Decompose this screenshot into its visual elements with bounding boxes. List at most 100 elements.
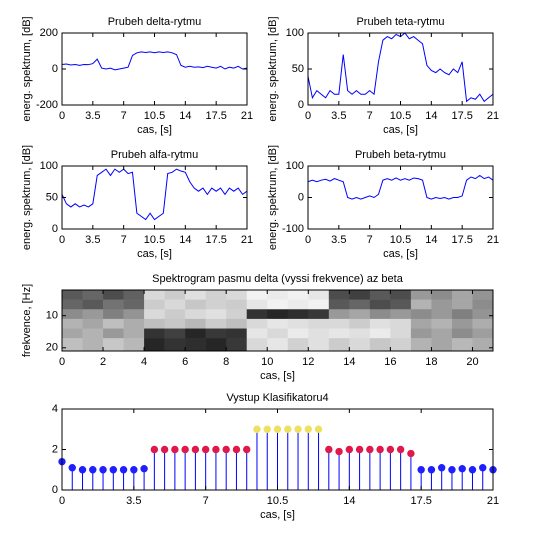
stem-point bbox=[437, 464, 446, 490]
heatmap-cell bbox=[226, 309, 248, 320]
stem-point bbox=[263, 425, 271, 490]
heatmap-cell bbox=[349, 299, 371, 310]
stem-marker bbox=[304, 425, 312, 433]
heatmap-cell bbox=[287, 290, 309, 300]
stem-marker bbox=[191, 445, 200, 454]
y-tick-label: 2 bbox=[52, 443, 58, 455]
heatmap-cell bbox=[144, 328, 165, 339]
x-tick-label: 3.5 bbox=[126, 495, 141, 507]
stem-point bbox=[160, 445, 169, 490]
heatmap-cell bbox=[246, 309, 268, 320]
heatmap-cell bbox=[267, 318, 289, 329]
heatmap-cell bbox=[185, 290, 206, 300]
heatmap-cell bbox=[472, 290, 494, 300]
heatmap-cell bbox=[62, 338, 83, 352]
heatmap-cell bbox=[82, 328, 104, 339]
heatmap-cell bbox=[103, 338, 124, 352]
stem-point bbox=[273, 425, 282, 490]
x-tick-label: 0 bbox=[305, 234, 311, 246]
y-axis-label: energ. spektrum, [dB] bbox=[267, 16, 279, 121]
stem-point bbox=[448, 466, 456, 490]
heatmap-cell bbox=[308, 328, 330, 339]
stem-marker bbox=[89, 466, 97, 474]
x-tick-label: 10.5 bbox=[390, 234, 411, 246]
heatmap-cell bbox=[226, 338, 248, 352]
stem-point bbox=[119, 466, 128, 490]
stem-marker bbox=[294, 425, 302, 433]
heatmap-cell bbox=[144, 299, 165, 310]
stem-marker bbox=[468, 466, 477, 474]
heatmap-cell bbox=[390, 328, 412, 339]
stem-marker bbox=[284, 425, 292, 433]
data-line bbox=[61, 168, 248, 221]
heatmap-cell bbox=[431, 290, 453, 300]
stem-point bbox=[396, 445, 405, 490]
heatmap-cell bbox=[267, 338, 289, 352]
axes: 0 3.5 7 10.5 14 17.5 21 0 50 100 Prubeh teta-rytmu… bbox=[267, 16, 499, 136]
y-tick-label: 100 bbox=[286, 160, 304, 172]
stem-point bbox=[68, 464, 76, 490]
x-tick-label: 21 bbox=[487, 495, 499, 507]
heatmap-cell bbox=[82, 299, 104, 310]
y-tick-label: 100 bbox=[286, 27, 304, 39]
x-tick-label: 0 bbox=[59, 495, 65, 507]
heatmap-cell bbox=[246, 328, 268, 339]
x-tick-label: 18 bbox=[425, 356, 437, 368]
heatmap-cell bbox=[328, 328, 350, 339]
stem-marker bbox=[458, 465, 466, 473]
chart-title: Prubeh beta-rytmu bbox=[355, 149, 446, 161]
x-tick-label: 17.5 bbox=[410, 495, 431, 507]
y-axis-label: energ. spektrum, [dB] bbox=[21, 16, 33, 121]
stem-marker bbox=[355, 445, 364, 454]
x-tick-label: 16 bbox=[384, 356, 396, 368]
chart-title: Vystup Klasifikatoru4 bbox=[226, 392, 328, 404]
x-tick-label: 7 bbox=[367, 234, 373, 246]
stem-marker bbox=[253, 425, 261, 433]
heatmap-cell bbox=[451, 318, 473, 329]
stem-point bbox=[458, 465, 466, 490]
x-tick-label: 4 bbox=[141, 356, 147, 368]
heatmap-cell bbox=[349, 290, 371, 300]
heatmap-cell bbox=[390, 290, 412, 300]
x-tick-label: 21 bbox=[241, 234, 253, 246]
stem-marker bbox=[201, 445, 210, 454]
heatmap-cell bbox=[431, 318, 453, 329]
x-tick-label: 0 bbox=[305, 110, 311, 122]
stem-marker bbox=[437, 464, 446, 472]
x-axis-label: cas, [s] bbox=[383, 124, 418, 136]
axes: 0 3.5 7 10.5 14 17.5 21 0 50 100 Prubeh alfa-rytmu… bbox=[21, 145, 253, 260]
stem-marker bbox=[119, 466, 128, 474]
heatmap-cell bbox=[410, 309, 432, 320]
heatmap-cell bbox=[472, 318, 494, 329]
heatmap-cell bbox=[267, 328, 289, 339]
stem-marker bbox=[160, 445, 169, 454]
x-tick-label: 14 bbox=[179, 110, 191, 122]
heatmap-cell bbox=[246, 338, 268, 352]
heatmap-cell bbox=[267, 309, 289, 320]
x-tick-label: 21 bbox=[241, 110, 253, 122]
heatmap-cell bbox=[328, 318, 350, 329]
heatmap-cell bbox=[144, 290, 165, 300]
heatmap-cell bbox=[451, 290, 473, 300]
heatmap-cell bbox=[349, 318, 371, 329]
y-axis-label: energ. spektrum, [dB] bbox=[267, 145, 279, 250]
x-tick-label: 17.5 bbox=[205, 110, 226, 122]
x-tick-label: 3.5 bbox=[331, 234, 346, 246]
x-tick-label: 3.5 bbox=[85, 110, 100, 122]
heatmap-cell bbox=[82, 290, 104, 300]
stem-point bbox=[325, 445, 333, 490]
x-tick-label: 20 bbox=[466, 356, 478, 368]
y-tick-label: -200 bbox=[36, 99, 58, 111]
chart-title: Spektrogram pasmu delta (vyssi frekvence… bbox=[152, 273, 404, 285]
stem-marker bbox=[273, 425, 282, 433]
stem-marker bbox=[140, 465, 148, 473]
stem-point bbox=[253, 425, 261, 490]
heatmap-cell bbox=[431, 309, 453, 320]
y-tick-label: 0 bbox=[298, 191, 304, 203]
heatmap-cell bbox=[103, 328, 124, 339]
stem-marker bbox=[243, 445, 251, 454]
stem-marker bbox=[366, 445, 374, 454]
heatmap-cell bbox=[185, 299, 206, 310]
